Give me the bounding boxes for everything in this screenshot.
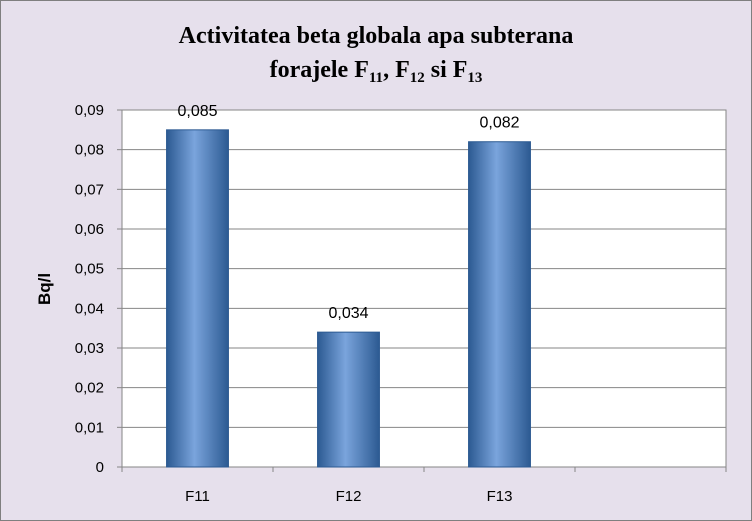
- data-label: 0,034: [328, 305, 368, 322]
- title-sub-13: 13: [467, 70, 483, 86]
- y-tick-label: 0,06: [75, 221, 104, 238]
- x-tick-label: F11: [185, 488, 210, 505]
- title-sub-12: 12: [409, 70, 425, 86]
- bar-f12: [317, 331, 380, 468]
- y-tick-label: 0: [96, 459, 104, 476]
- y-tick-label: 0,04: [75, 300, 104, 317]
- bar-f13: [468, 141, 531, 468]
- y-tick-label: 0,08: [75, 142, 104, 159]
- y-axis-ticks: 0 0,01 0,02 0,03 0,04 0,05 0,06 0,07 0,08 0,09: [75, 102, 122, 476]
- x-tick-label: F13: [487, 488, 513, 505]
- chart-title: Activitatea beta globala apa subterana f…: [1, 19, 751, 87]
- y-axis-label: Bq/l: [35, 273, 54, 305]
- y-tick-label: 0,09: [75, 102, 104, 119]
- x-axis-ticks: F11 F12 F13: [121, 467, 727, 505]
- bars: 0,085 0,034 0,082: [166, 103, 531, 468]
- x-tick-label: F12: [336, 488, 362, 505]
- title-prefix: forajele F: [269, 57, 369, 83]
- y-tick-label: 0,05: [75, 261, 104, 278]
- chart-title-line1: Activitatea beta globala apa subterana: [178, 23, 574, 49]
- y-tick-label: 0,03: [75, 340, 104, 357]
- chart-title-line2: forajele F11, F12 si F13: [1, 53, 751, 87]
- title-sep-1: , F: [383, 57, 410, 83]
- y-tick-label: 0,07: [75, 181, 104, 198]
- y-tick-label: 0,01: [75, 419, 104, 436]
- bar-f11: [166, 129, 229, 468]
- y-tick-label: 0,02: [75, 380, 104, 397]
- data-label: 0,085: [177, 103, 217, 120]
- title-sub-11: 11: [368, 70, 384, 86]
- data-label: 0,082: [479, 115, 519, 132]
- title-sep-2: si F: [424, 57, 468, 83]
